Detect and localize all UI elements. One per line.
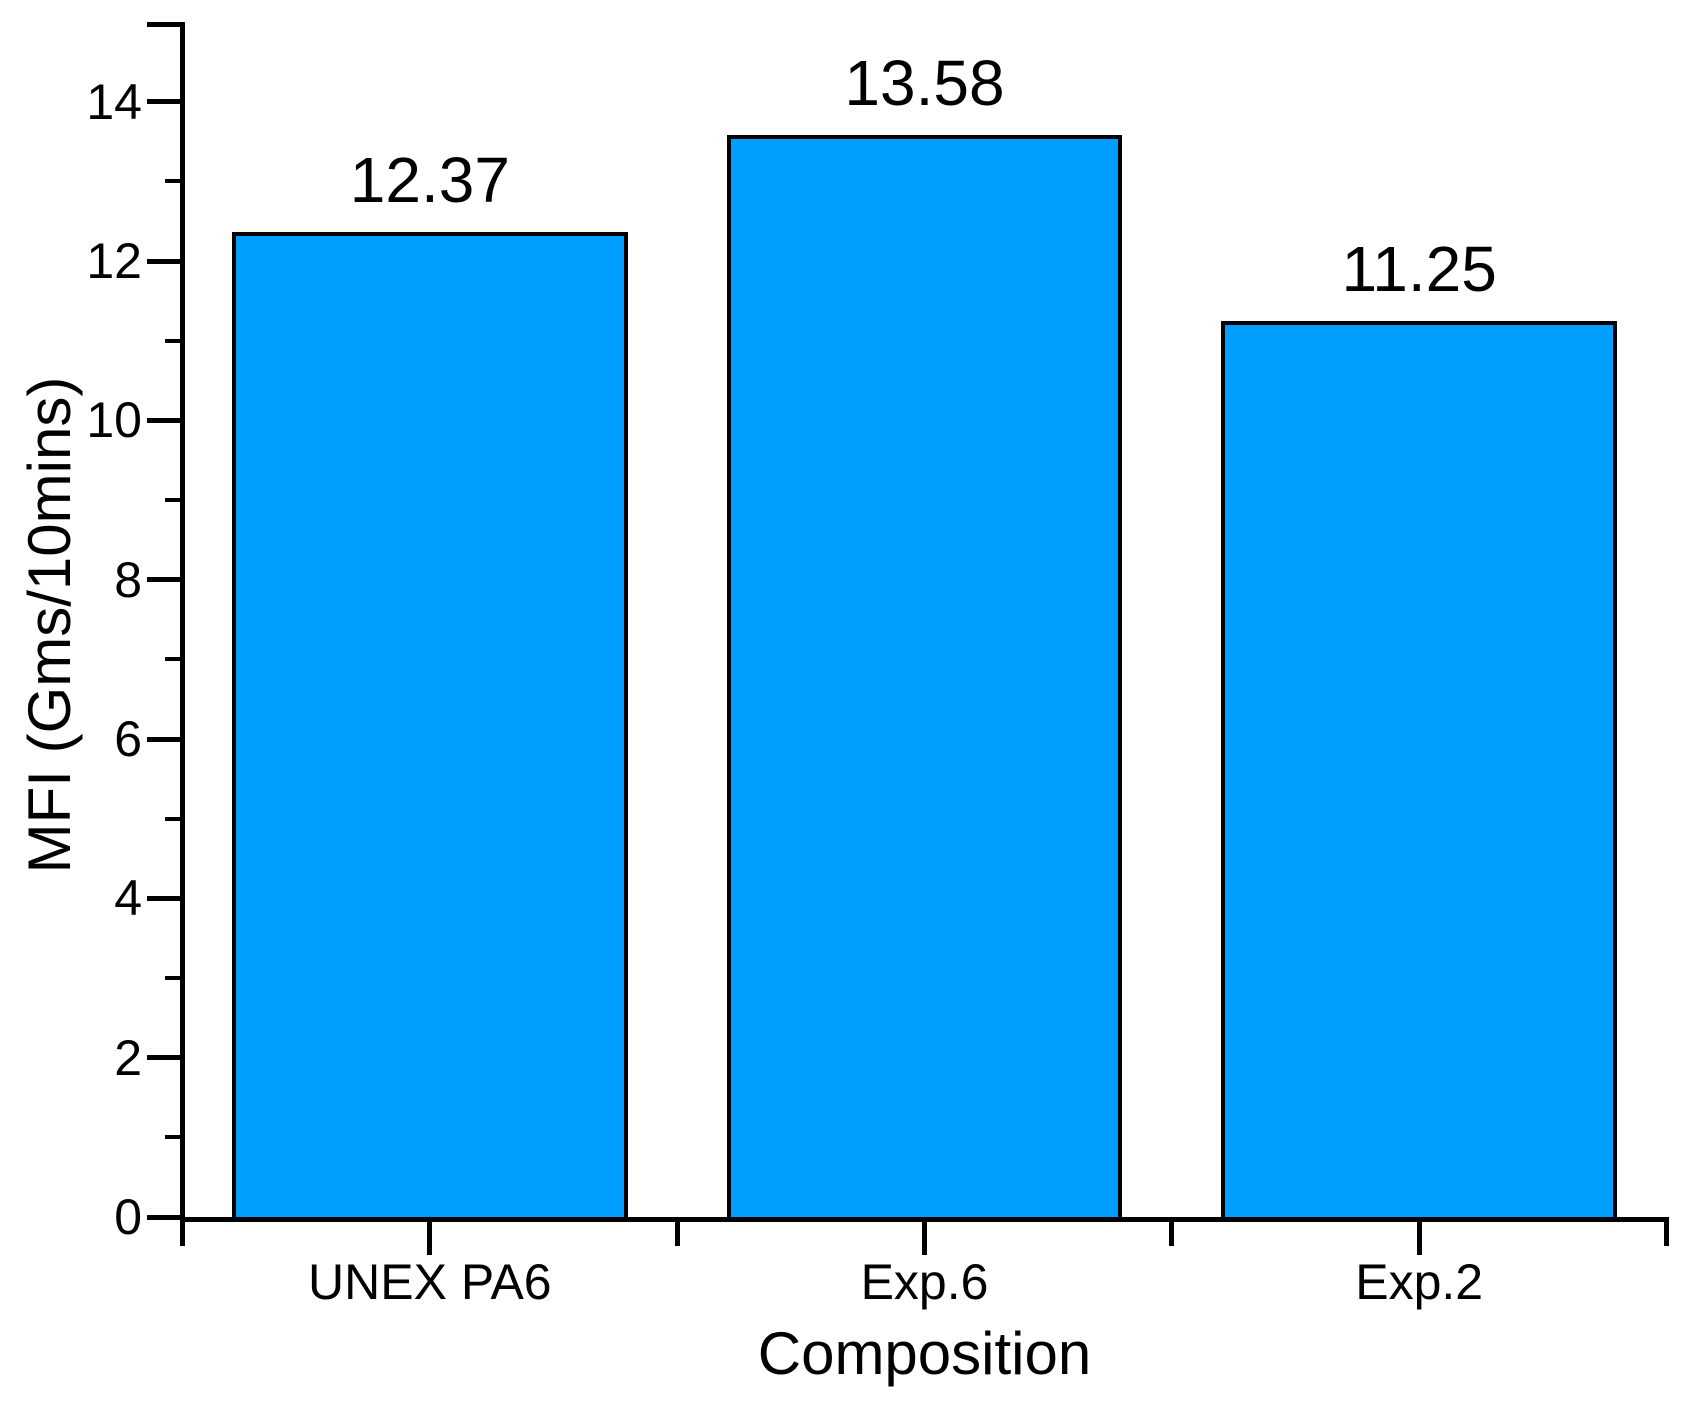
bar-exp-2 bbox=[1221, 320, 1618, 1221]
y-axis-minor-tick bbox=[165, 338, 180, 343]
y-axis-major-tick bbox=[147, 417, 180, 423]
y-tick-label-2: 2 bbox=[114, 1029, 142, 1086]
x-axis-boundary-tick bbox=[1664, 1222, 1669, 1246]
y-axis-end-cap bbox=[147, 22, 185, 27]
y-axis-title: MFI (Gms/10mins) bbox=[16, 376, 83, 874]
x-axis-title: Composition bbox=[757, 1320, 1092, 1387]
x-category-label-exp-6: Exp.6 bbox=[860, 1254, 989, 1310]
y-tick-label-4: 4 bbox=[114, 870, 142, 927]
y-axis-major-tick bbox=[147, 258, 180, 264]
bar-unex-pa6 bbox=[231, 231, 628, 1221]
x-axis-major-tick-exp-2 bbox=[1416, 1222, 1422, 1255]
y-axis-major-tick bbox=[147, 577, 180, 583]
y-tick-label-12: 12 bbox=[86, 233, 142, 289]
y-axis-major-tick bbox=[147, 736, 180, 742]
y-axis-minor-tick bbox=[165, 179, 180, 184]
y-axis-minor-tick bbox=[165, 976, 180, 980]
x-category-label-unex-pa6: UNEX PA6 bbox=[308, 1254, 552, 1310]
y-axis-minor-tick bbox=[165, 816, 180, 821]
y-axis-minor-tick bbox=[165, 498, 180, 502]
x-axis-boundary-tick bbox=[180, 1222, 185, 1246]
bar-value-label-exp-2: 11.25 bbox=[1341, 232, 1497, 305]
y-axis-minor-tick bbox=[165, 657, 180, 662]
x-axis-major-tick-unex-pa6 bbox=[427, 1222, 433, 1255]
y-axis-major-tick bbox=[147, 99, 180, 105]
y-tick-label-14: 14 bbox=[86, 73, 142, 130]
y-axis-major-tick bbox=[147, 1055, 180, 1061]
y-axis-line bbox=[180, 22, 185, 1222]
y-tick-label-6: 6 bbox=[114, 711, 142, 767]
y-axis-major-tick bbox=[147, 895, 180, 901]
y-axis-minor-tick bbox=[165, 1135, 180, 1140]
x-axis-major-tick-exp-6 bbox=[922, 1222, 927, 1255]
x-axis-boundary-tick bbox=[674, 1222, 680, 1246]
y-tick-label-0: 0 bbox=[114, 1189, 142, 1245]
bar-exp-6 bbox=[726, 135, 1123, 1221]
bar-value-label-exp-6: 13.58 bbox=[844, 47, 1005, 120]
bar-value-label-unex-pa6: 12.37 bbox=[349, 143, 510, 216]
y-axis-major-tick bbox=[147, 1214, 180, 1220]
y-tick-label-8: 8 bbox=[114, 551, 142, 608]
x-category-label-exp-2: Exp.2 bbox=[1355, 1254, 1484, 1310]
y-tick-label-10: 10 bbox=[86, 392, 142, 449]
x-axis-boundary-tick bbox=[1169, 1222, 1175, 1246]
